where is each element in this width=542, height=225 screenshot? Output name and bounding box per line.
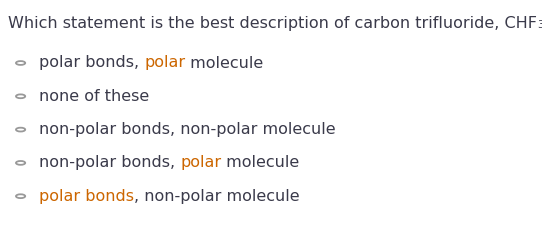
Text: molecule: molecule: [221, 155, 300, 170]
Text: polar bonds: polar bonds: [39, 189, 134, 204]
Text: polar: polar: [144, 56, 185, 70]
Text: non-polar bonds, non-polar molecule: non-polar bonds, non-polar molecule: [39, 122, 335, 137]
Text: polar: polar: [180, 155, 221, 170]
Text: molecule: molecule: [185, 56, 263, 70]
Text: 3: 3: [537, 20, 542, 30]
Text: polar bonds,: polar bonds,: [39, 56, 144, 70]
Text: , non-polar molecule: , non-polar molecule: [134, 189, 300, 204]
Text: non-polar bonds,: non-polar bonds,: [39, 155, 180, 170]
Text: Which statement is the best description of carbon trifluoride, CHF: Which statement is the best description …: [8, 16, 537, 31]
Text: none of these: none of these: [39, 89, 149, 104]
